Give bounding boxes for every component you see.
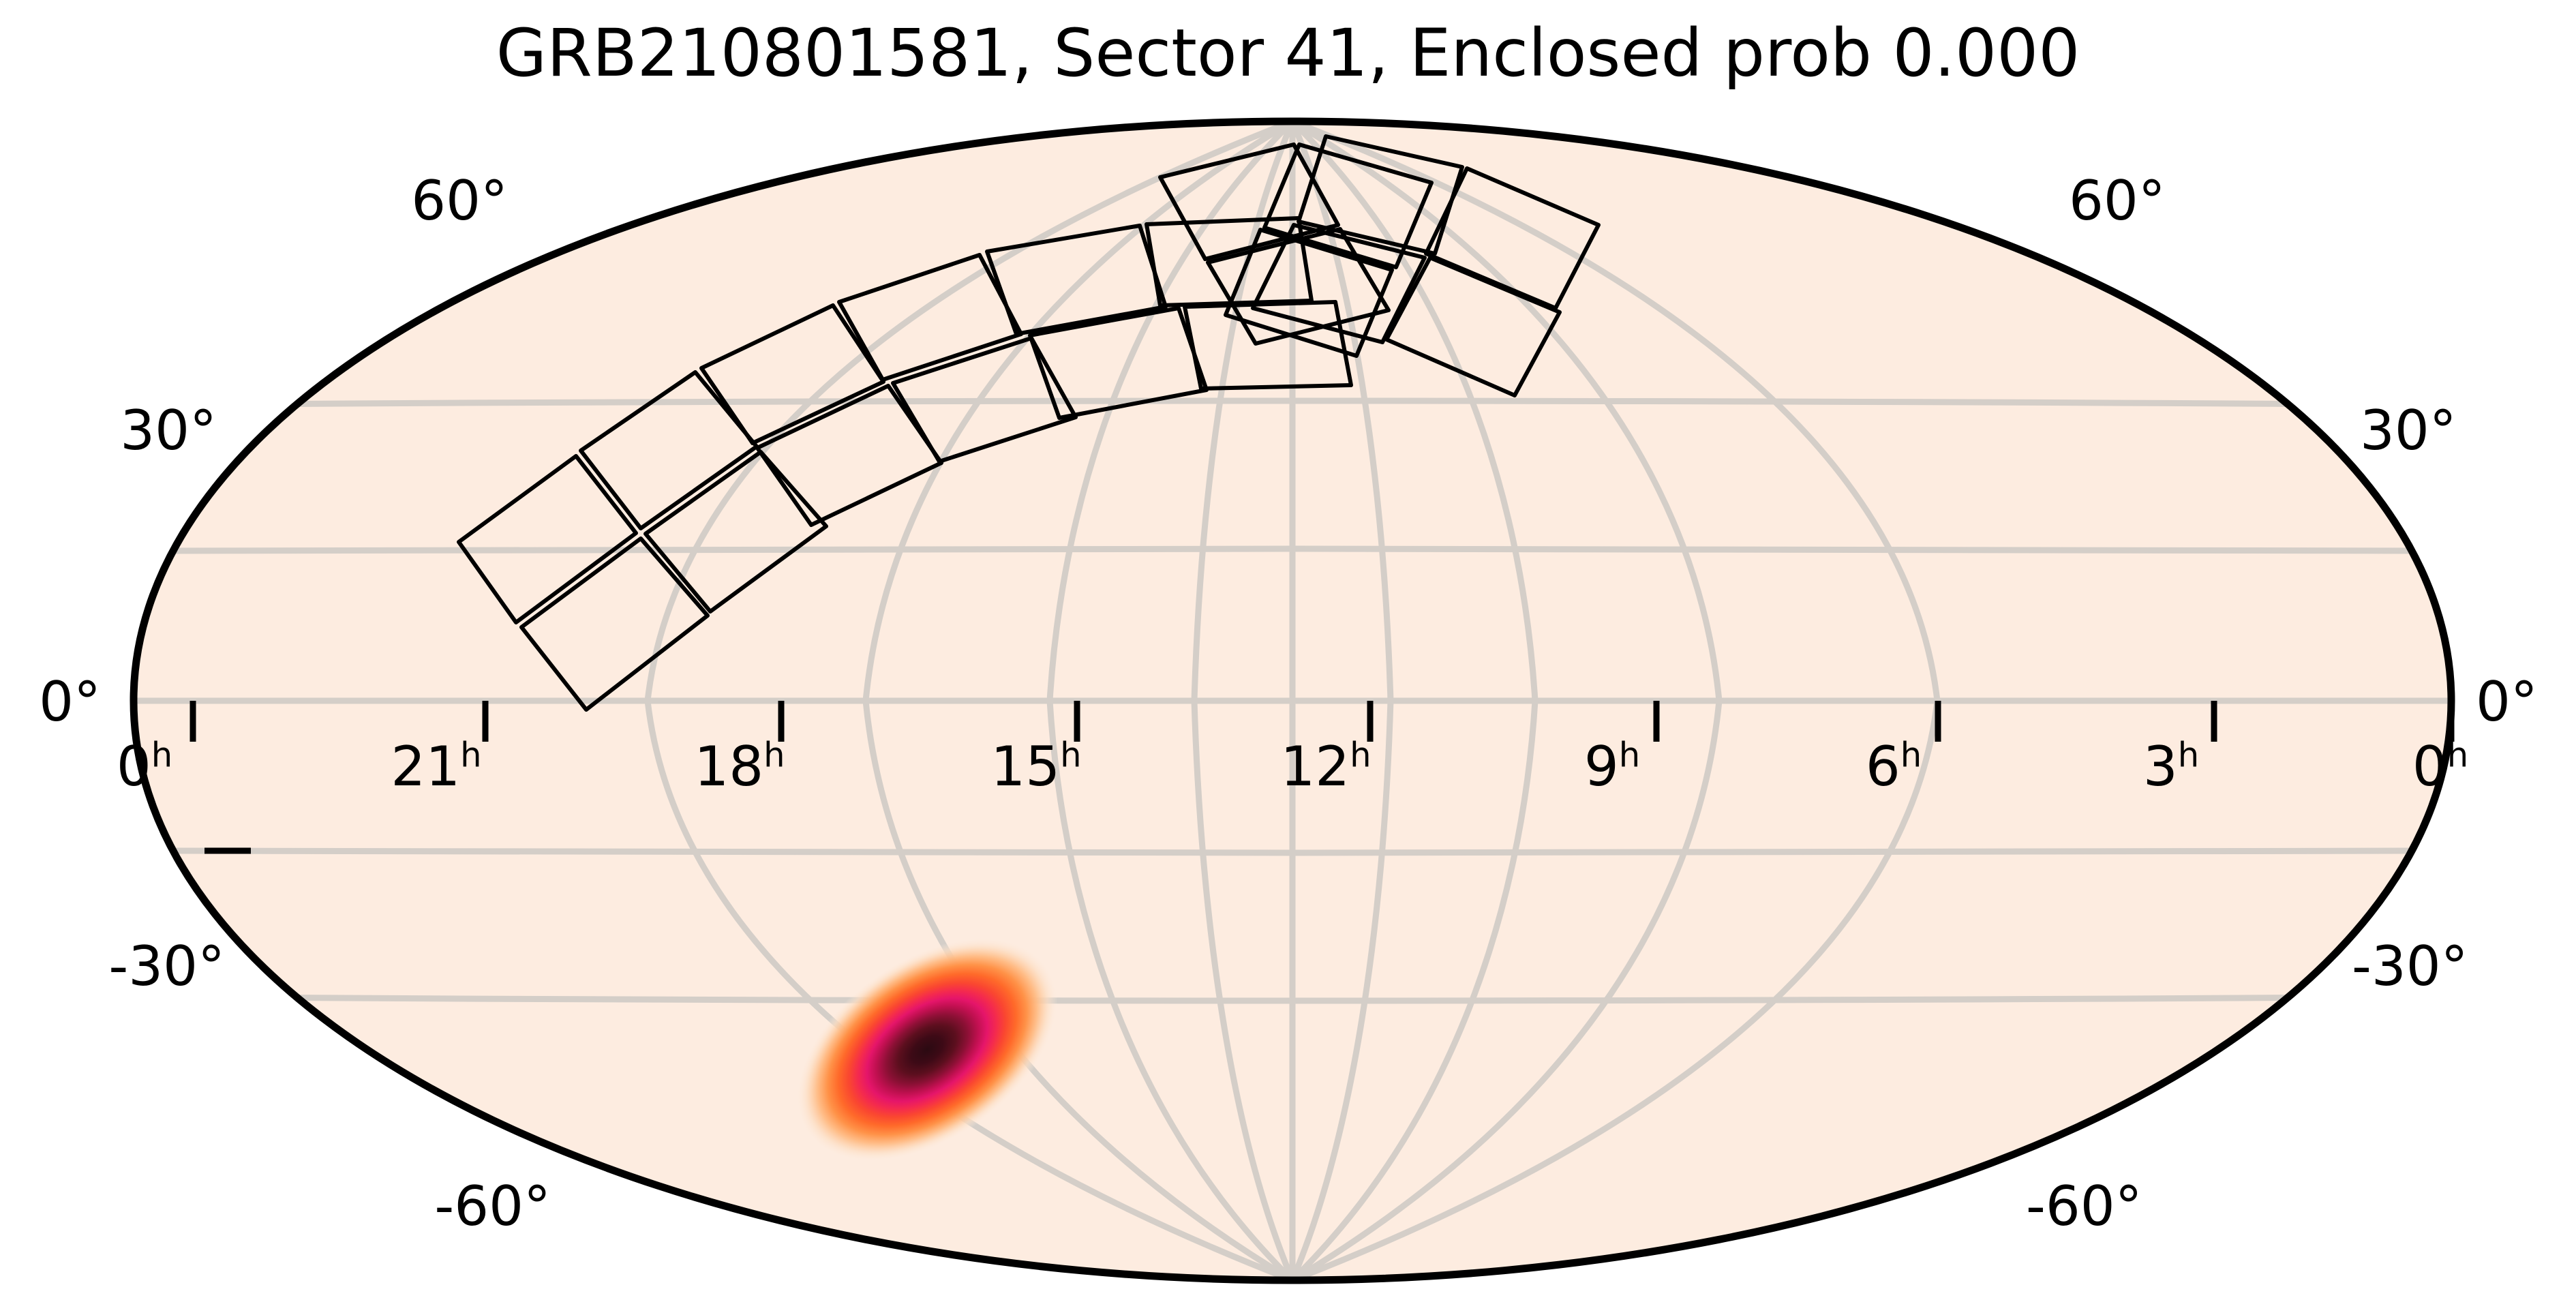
ccd-2-4 xyxy=(891,336,1078,464)
ra-label-3h-value: 3 xyxy=(2142,735,2178,798)
ra-label-9h-unit: h xyxy=(1618,735,1641,775)
ccd-1-2 xyxy=(519,536,710,712)
ra-label-3h: 3h xyxy=(2143,738,2199,794)
tess-sector-footprint xyxy=(457,134,1601,712)
dec-label-right-60: 60° xyxy=(2069,169,2166,232)
ra-label-21h-value: 21 xyxy=(391,735,461,798)
ccd-5-2 xyxy=(1424,166,1601,310)
dec-label-right-minus60: -60° xyxy=(2026,1175,2142,1238)
dec-label-right-30: 30° xyxy=(2360,399,2457,462)
dec-label-left-30: 30° xyxy=(120,399,217,462)
ccd-5-3 xyxy=(1384,256,1562,397)
ra-label-9h: 9h xyxy=(1584,738,1640,794)
meridian-17h xyxy=(1191,121,1296,1280)
ra-label-6h-value: 6 xyxy=(1865,735,1900,798)
ra-label-21h: 21h xyxy=(391,738,481,794)
ccd-4-4 xyxy=(1224,228,1394,358)
ra-label-6h-unit: h xyxy=(1900,735,1922,775)
meridian-21h xyxy=(862,121,1294,1280)
dec-label-right-minus30: -30° xyxy=(2352,935,2468,998)
ra-label-18h: 18h xyxy=(694,738,785,794)
ra-label-3h-unit: h xyxy=(2177,735,2200,775)
meridian-7h xyxy=(1289,121,1394,1280)
ra-tick-marks xyxy=(190,701,2455,742)
ra-label-15h-unit: h xyxy=(1060,735,1082,775)
ra-label-0h-left-value: 0 xyxy=(116,735,151,798)
page-title: GRB210801581, Sector 41, Enclosed prob 0… xyxy=(496,15,2080,91)
ra-label-0h-left-unit: h xyxy=(151,735,173,775)
dec-label-left-minus30: -30° xyxy=(108,935,225,998)
ra-label-12h: 12h xyxy=(1280,738,1371,794)
ra-label-6h: 6h xyxy=(1866,738,1922,794)
ccd-4-1 xyxy=(1158,142,1340,261)
dec-label-left-minus60: -60° xyxy=(434,1175,551,1238)
ccd-3-3 xyxy=(1145,216,1314,307)
ccd-1-1 xyxy=(457,454,638,624)
ccd-3-4 xyxy=(1183,300,1353,391)
ccd-1-4 xyxy=(643,450,828,614)
dec-label-left-0: 0° xyxy=(39,670,101,734)
dec-label-right-0: 0° xyxy=(2476,670,2538,734)
ra-label-18h-value: 18 xyxy=(694,735,764,798)
ra-label-0h-left: 0h xyxy=(117,738,172,794)
ra-label-21h-unit: h xyxy=(460,735,482,775)
ra-label-0h-right: 0h xyxy=(2412,738,2468,794)
ra-label-9h-value: 9 xyxy=(1584,735,1619,798)
ccd-5-4 xyxy=(1251,223,1427,344)
ra-label-0h-right-unit: h xyxy=(2446,735,2469,775)
ra-label-12h-unit: h xyxy=(1350,735,1372,775)
tess-camera-4 xyxy=(1158,142,1434,358)
tess-camera-5 xyxy=(1251,134,1601,397)
meridian-19h xyxy=(1046,121,1295,1280)
ra-label-12h-value: 12 xyxy=(1280,735,1350,798)
ccd-2-1 xyxy=(699,303,885,445)
ra-label-18h-unit: h xyxy=(763,735,785,775)
dec-label-left-60: 60° xyxy=(411,169,508,232)
ccd-5-1 xyxy=(1297,134,1464,256)
ra-label-15h-value: 15 xyxy=(990,735,1061,798)
ra-label-15h: 15h xyxy=(990,738,1081,794)
ccd-4-3 xyxy=(1262,142,1434,269)
tess-camera-3 xyxy=(985,216,1353,420)
ra-label-0h-right-value: 0 xyxy=(2412,735,2447,798)
grb-probability-heatmap xyxy=(796,937,1058,1162)
